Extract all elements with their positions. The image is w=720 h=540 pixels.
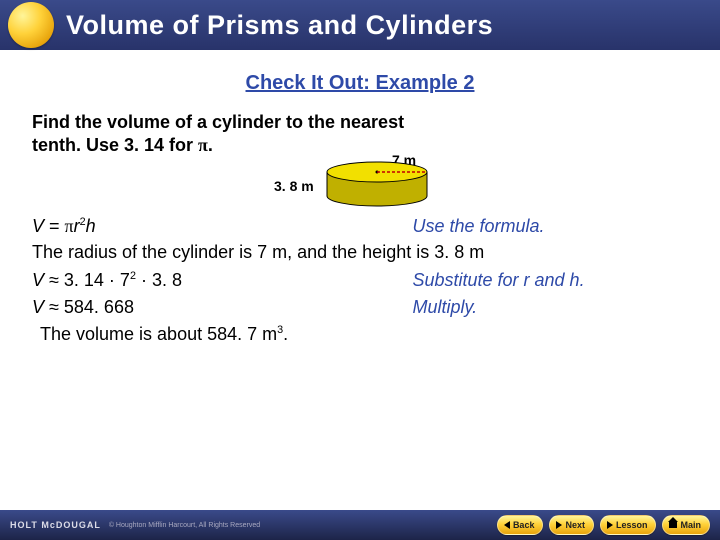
back-arrow-icon: [504, 521, 510, 529]
sub-tail: · 3. 8: [136, 270, 182, 290]
final-answer: The volume is about 584. 7 m3.: [40, 324, 688, 345]
page-title: Volume of Prisms and Cylinders: [66, 10, 493, 41]
main-label: Main: [680, 520, 701, 530]
lesson-label: Lesson: [616, 520, 648, 530]
mul-V: V: [32, 297, 44, 317]
problem-prompt: Find the volume of a cylinder to the nea…: [32, 111, 688, 156]
back-button[interactable]: Back: [497, 515, 544, 535]
cylinder-icon: [322, 158, 442, 208]
header-bar: Volume of Prisms and Cylinders: [0, 0, 720, 56]
step-multiply: V ≈ 584. 668 Multiply.: [32, 297, 688, 318]
lesson-button[interactable]: Lesson: [600, 515, 657, 535]
footer-brand: HOLT McDOUGAL: [10, 520, 101, 530]
example-subtitle: Check It Out: Example 2: [0, 72, 720, 95]
main-button[interactable]: Main: [662, 515, 710, 535]
lesson-arrow-icon: [607, 521, 613, 529]
prompt-line-2b: .: [208, 135, 213, 155]
formula-eq: =: [44, 216, 65, 236]
formula-h: h: [86, 216, 96, 236]
cylinder-figure: 3. 8 m 7 m: [32, 154, 688, 210]
radius-height-text: The radius of the cylinder is 7 m, and t…: [32, 241, 688, 264]
step-multiply-note: Multiply.: [412, 297, 688, 318]
step-formula-note: Use the formula.: [412, 216, 688, 237]
prompt-line-1: Find the volume of a cylinder to the nea…: [32, 112, 404, 132]
back-label: Back: [513, 520, 535, 530]
final-text: The volume is about 584. 7 m: [40, 324, 277, 344]
mul-rest: ≈ 584. 668: [44, 297, 134, 317]
next-label: Next: [565, 520, 585, 530]
final-period: .: [283, 324, 288, 344]
home-icon: [669, 522, 677, 528]
sub-body: ≈ 3. 14 · 7: [44, 270, 130, 290]
formula-pi: π: [65, 216, 74, 236]
pi-symbol: π: [198, 135, 208, 155]
sub-V: V: [32, 270, 44, 290]
header-ball-icon: [8, 2, 54, 48]
next-button[interactable]: Next: [549, 515, 594, 535]
cylinder-height-label: 3. 8 m: [274, 178, 314, 194]
footer-bar: HOLT McDOUGAL © Houghton Mifflin Harcour…: [0, 510, 720, 540]
next-arrow-icon: [556, 521, 562, 529]
step-substitute: V ≈ 3. 14 · 72 · 3. 8 Substitute for r a…: [32, 270, 688, 291]
formula-V: V: [32, 216, 44, 236]
step-substitute-note: Substitute for r and h.: [412, 270, 688, 291]
footer-copyright: © Houghton Mifflin Harcourt, All Rights …: [109, 522, 260, 529]
prompt-line-2a: tenth. Use 3. 14 for: [32, 135, 198, 155]
content-area: Find the volume of a cylinder to the nea…: [0, 95, 720, 345]
step-formula: V = πr2h Use the formula.: [32, 216, 688, 237]
